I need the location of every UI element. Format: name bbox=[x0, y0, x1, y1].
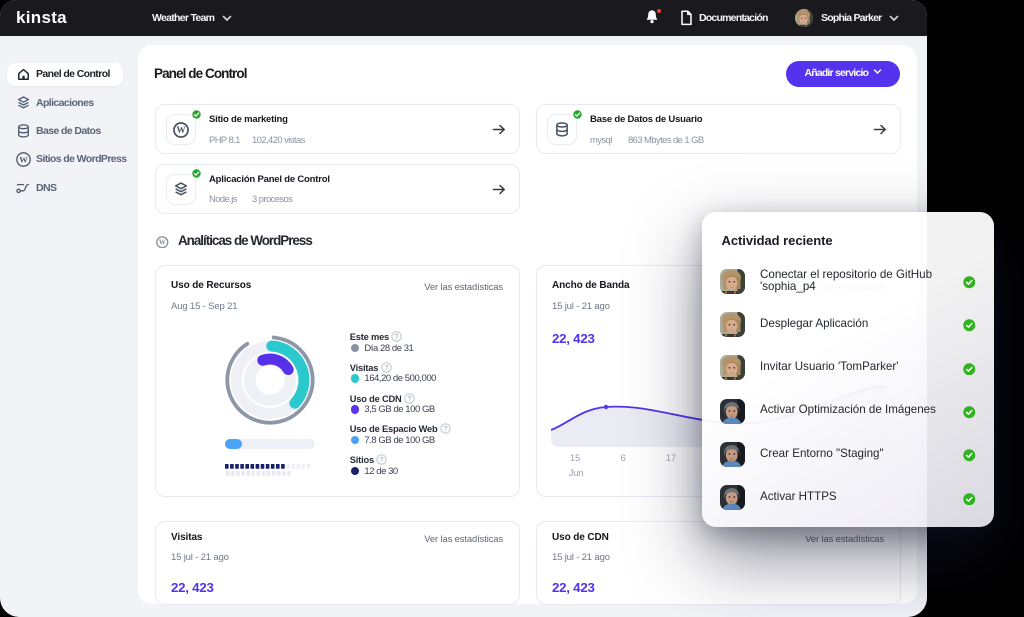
svg-text:?: ? bbox=[408, 396, 412, 403]
svg-text:W: W bbox=[176, 124, 185, 134]
svg-text:?: ? bbox=[395, 334, 399, 341]
svg-text:W: W bbox=[159, 238, 166, 246]
svg-text:?: ? bbox=[444, 426, 448, 433]
svg-text:?: ? bbox=[380, 457, 384, 464]
svg-text:W: W bbox=[19, 154, 28, 164]
svg-text:?: ? bbox=[384, 365, 388, 372]
